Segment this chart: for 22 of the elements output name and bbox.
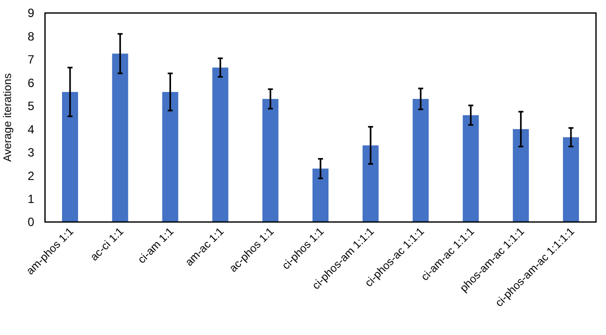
bar <box>412 98 429 222</box>
y-tick-label: 0 <box>28 215 35 230</box>
bar <box>362 145 379 222</box>
y-tick-label: 9 <box>28 6 35 20</box>
y-tick-label: 6 <box>28 76 35 90</box>
bar <box>562 137 579 222</box>
bar <box>212 68 228 222</box>
bar <box>462 115 479 222</box>
y-axis-title: Average iterations <box>2 72 14 162</box>
bar <box>312 168 329 222</box>
bar <box>162 92 178 222</box>
y-tick-label: 2 <box>28 168 35 183</box>
y-tick-label: 4 <box>28 122 35 136</box>
bar <box>112 54 128 222</box>
y-tick-label: 1 <box>28 192 35 206</box>
y-tick-label: 5 <box>28 99 35 114</box>
bar <box>62 92 78 222</box>
y-tick-label: 8 <box>28 29 35 44</box>
bar <box>512 129 529 222</box>
y-tick-label: 7 <box>28 52 35 67</box>
y-tick-label: 3 <box>28 146 35 160</box>
bar <box>262 98 278 222</box>
